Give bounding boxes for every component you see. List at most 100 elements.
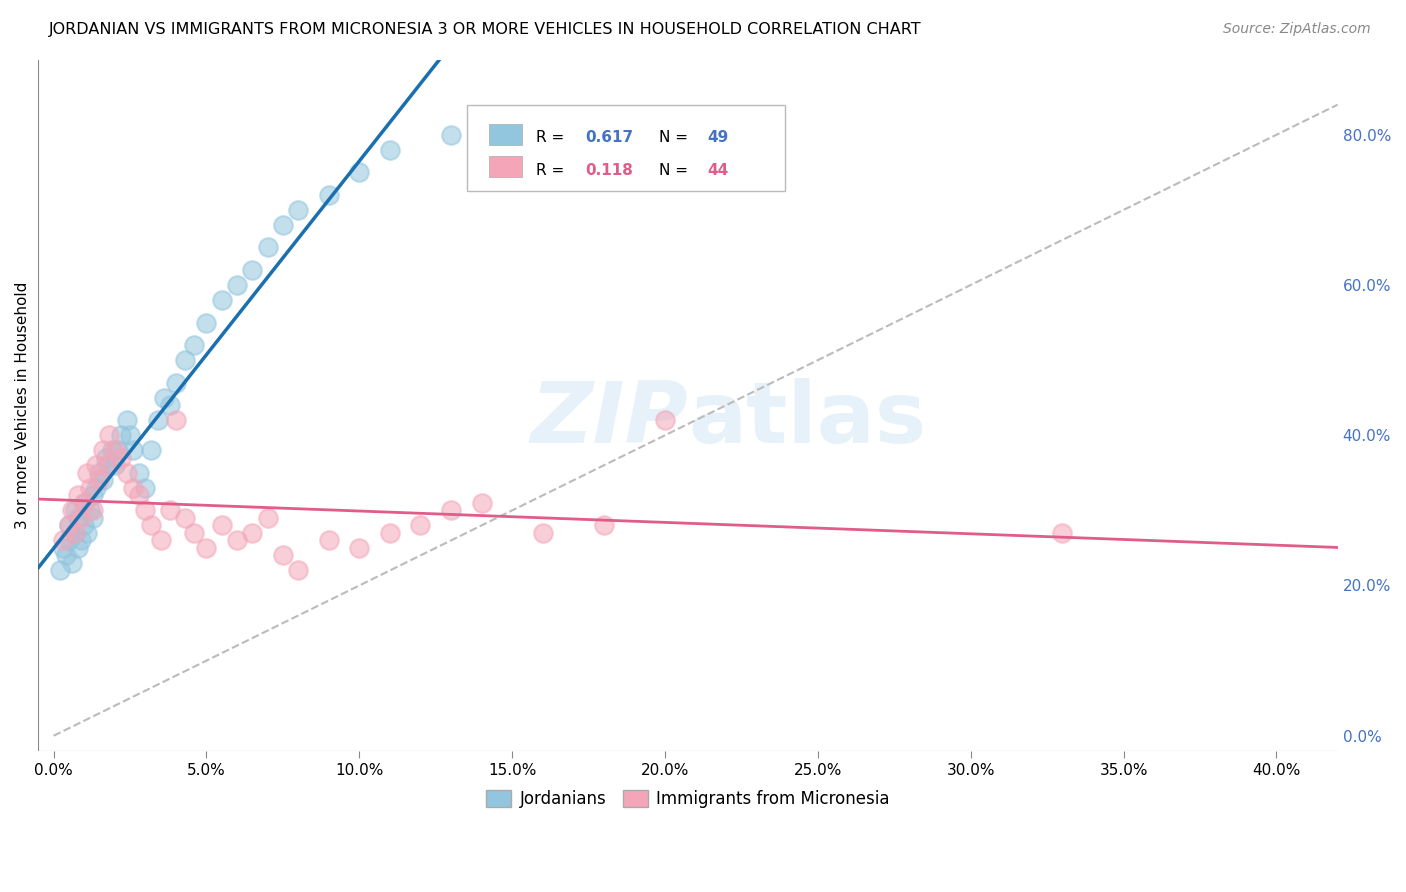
Point	[149, 533, 172, 548]
Point	[318, 533, 340, 548]
Point	[183, 525, 205, 540]
Point	[110, 428, 132, 442]
Point	[63, 525, 86, 540]
Text: atlas: atlas	[688, 377, 927, 460]
Point	[97, 428, 120, 442]
Point	[115, 466, 138, 480]
Point	[122, 481, 145, 495]
Point	[159, 503, 181, 517]
Point	[159, 398, 181, 412]
Text: 44: 44	[707, 162, 728, 178]
Point	[271, 549, 294, 563]
Point	[48, 564, 70, 578]
Point	[100, 443, 122, 458]
Point	[79, 481, 101, 495]
Point	[256, 240, 278, 254]
Point	[531, 525, 554, 540]
Point	[97, 458, 120, 473]
Point	[141, 518, 163, 533]
Point	[240, 263, 263, 277]
Text: 49: 49	[707, 130, 728, 145]
Point	[73, 496, 96, 510]
Point	[128, 466, 150, 480]
Text: 0.617: 0.617	[585, 130, 634, 145]
Point	[58, 518, 80, 533]
Point	[89, 473, 111, 487]
Text: R =: R =	[536, 162, 569, 178]
Point	[79, 503, 101, 517]
Point	[67, 541, 90, 555]
Point	[52, 541, 75, 555]
Point	[73, 496, 96, 510]
Point	[63, 525, 86, 540]
Point	[409, 518, 432, 533]
Point	[91, 443, 114, 458]
Point	[174, 511, 197, 525]
Point	[82, 511, 104, 525]
Point	[91, 473, 114, 487]
Point	[110, 450, 132, 465]
Point	[58, 518, 80, 533]
Point	[60, 503, 83, 517]
Point	[73, 518, 96, 533]
Point	[122, 443, 145, 458]
Text: N =: N =	[659, 130, 693, 145]
Point	[152, 391, 174, 405]
Legend: Jordanians, Immigrants from Micronesia: Jordanians, Immigrants from Micronesia	[479, 783, 897, 815]
Point	[146, 413, 169, 427]
Point	[165, 376, 187, 390]
Point	[76, 466, 98, 480]
Point	[86, 481, 108, 495]
Point	[128, 488, 150, 502]
Point	[67, 511, 90, 525]
Point	[271, 218, 294, 232]
Point	[318, 187, 340, 202]
Point	[440, 503, 463, 517]
Point	[134, 503, 156, 517]
Point	[378, 525, 401, 540]
Point	[226, 277, 249, 292]
Point	[440, 128, 463, 142]
Point	[104, 443, 127, 458]
Point	[593, 518, 616, 533]
Point	[70, 511, 93, 525]
FancyBboxPatch shape	[467, 104, 786, 191]
Text: N =: N =	[659, 162, 693, 178]
Point	[183, 338, 205, 352]
Point	[654, 413, 676, 427]
Point	[89, 466, 111, 480]
Point	[226, 533, 249, 548]
Text: R =: R =	[536, 130, 569, 145]
Bar	[489, 124, 522, 145]
Point	[287, 564, 309, 578]
Text: ZIP: ZIP	[530, 377, 688, 460]
Point	[58, 533, 80, 548]
Point	[211, 518, 233, 533]
Text: JORDANIAN VS IMMIGRANTS FROM MICRONESIA 3 OR MORE VEHICLES IN HOUSEHOLD CORRELAT: JORDANIAN VS IMMIGRANTS FROM MICRONESIA …	[49, 22, 922, 37]
Point	[52, 533, 75, 548]
Point	[471, 496, 494, 510]
Point	[195, 541, 218, 555]
Point	[70, 533, 93, 548]
Bar	[489, 156, 522, 178]
Point	[94, 450, 117, 465]
Y-axis label: 3 or more Vehicles in Household: 3 or more Vehicles in Household	[15, 282, 30, 529]
Point	[287, 202, 309, 217]
Point	[256, 511, 278, 525]
Point	[115, 413, 138, 427]
Point	[211, 293, 233, 307]
Point	[141, 443, 163, 458]
Point	[76, 525, 98, 540]
Point	[349, 165, 371, 179]
Point	[86, 458, 108, 473]
Text: 0.118: 0.118	[585, 162, 633, 178]
Point	[240, 525, 263, 540]
Point	[55, 549, 77, 563]
Point	[118, 428, 141, 442]
Point	[82, 503, 104, 517]
Point	[94, 458, 117, 473]
Point	[63, 503, 86, 517]
Point	[82, 488, 104, 502]
Point	[165, 413, 187, 427]
Point	[195, 316, 218, 330]
